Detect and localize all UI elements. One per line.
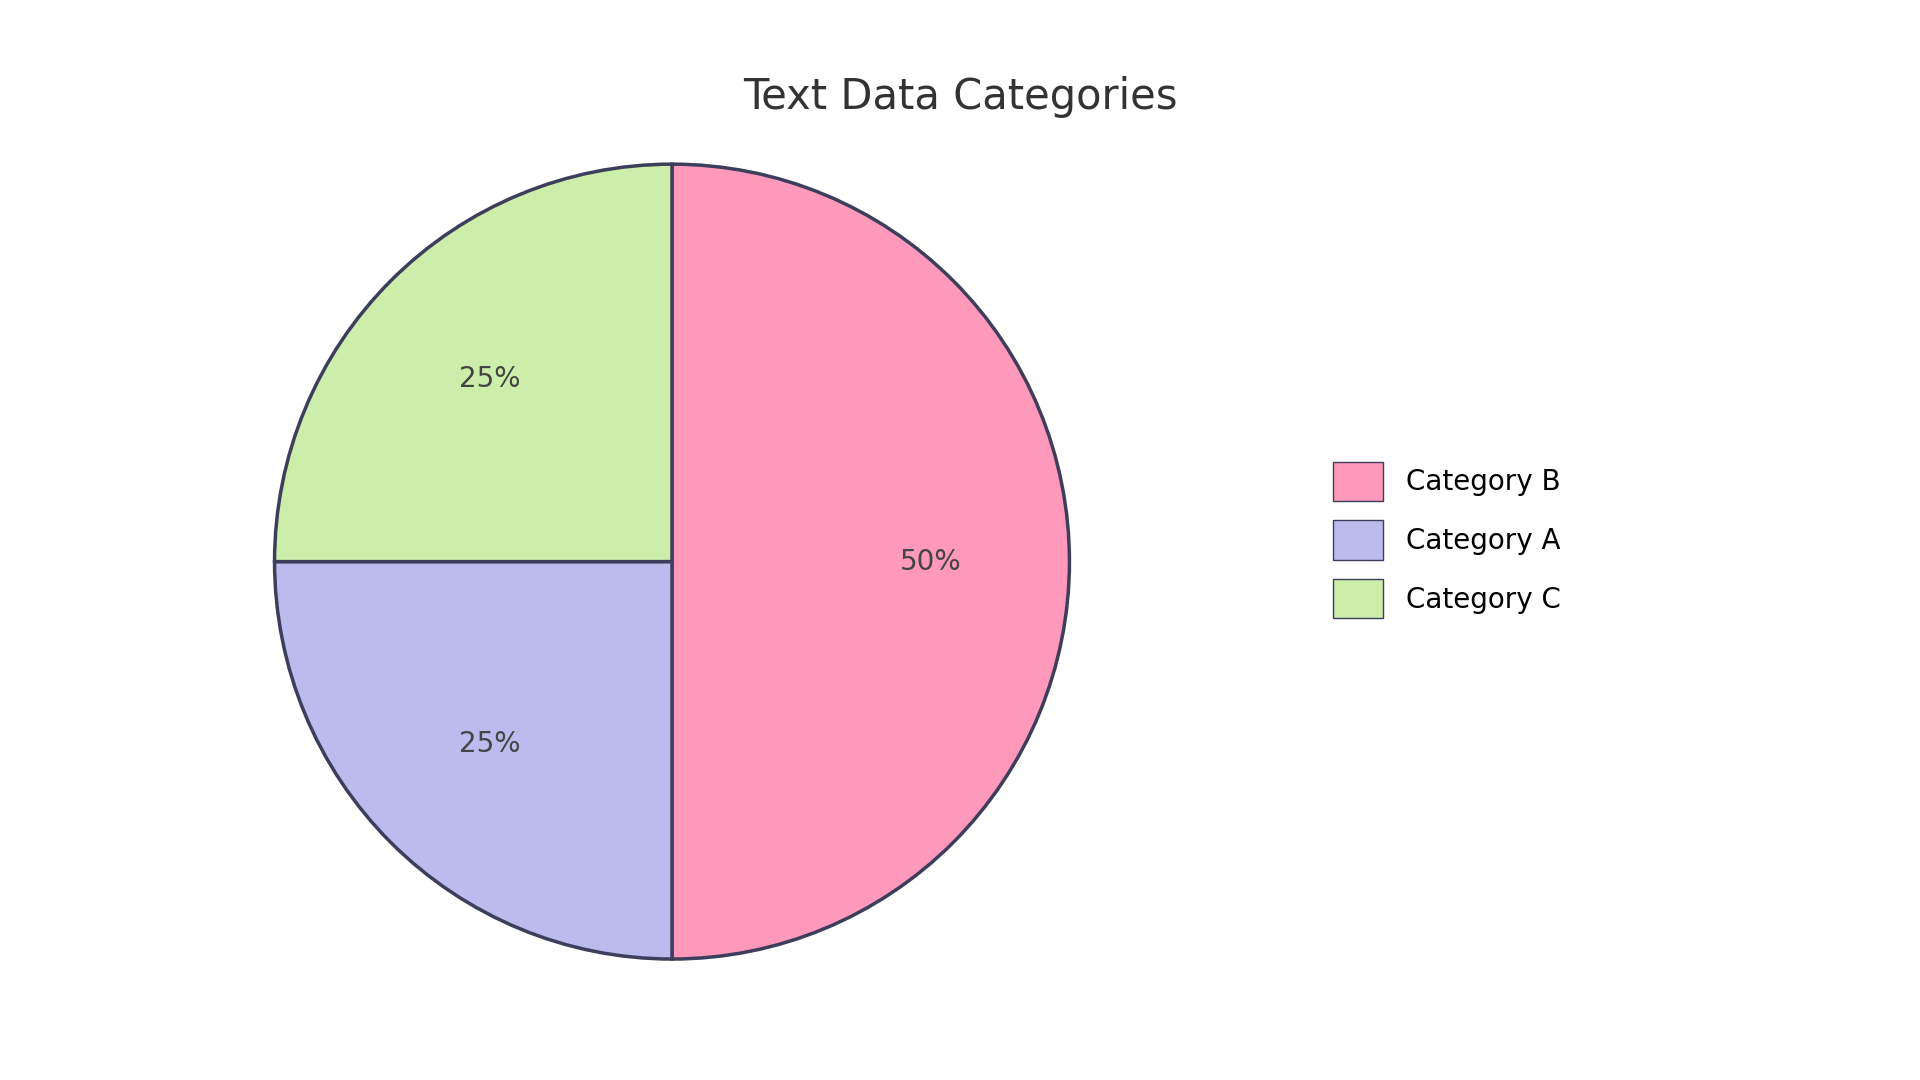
Wedge shape [275, 164, 672, 562]
Text: Text Data Categories: Text Data Categories [743, 76, 1177, 118]
Text: 25%: 25% [459, 730, 520, 758]
Wedge shape [275, 562, 672, 959]
Wedge shape [672, 164, 1069, 959]
Legend: Category B, Category A, Category C: Category B, Category A, Category C [1319, 448, 1574, 632]
Text: 50%: 50% [900, 548, 962, 576]
Text: 25%: 25% [459, 365, 520, 393]
